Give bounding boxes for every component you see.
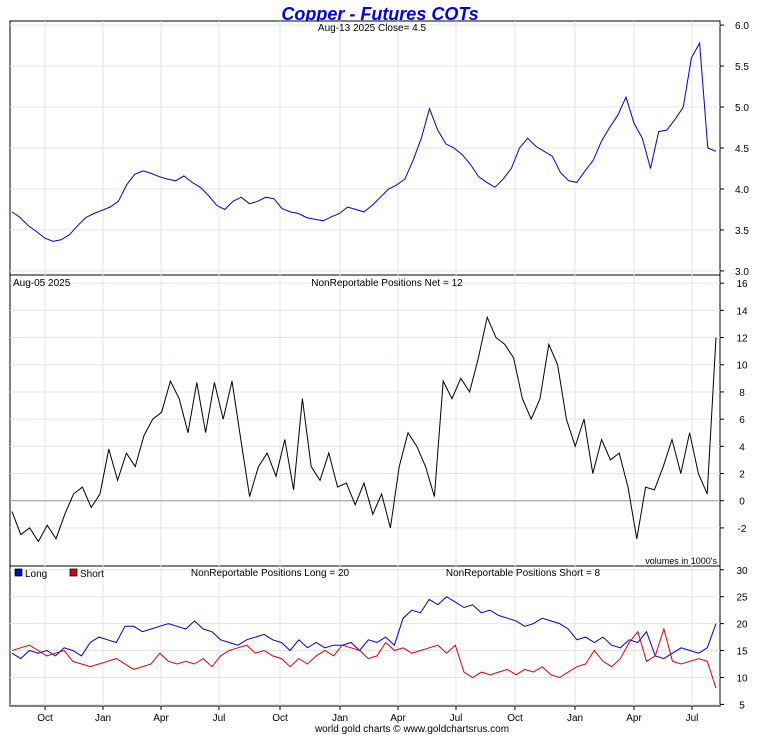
y-tick-label: 5 [739,700,745,711]
y-tick-label: 0 [739,497,745,508]
legend-label-long: Long [25,569,47,580]
plot-layer [11,41,717,689]
chart-title: Copper - Futures COTs [281,4,478,24]
grid-layer [10,21,720,706]
x-tick-label: Jul [686,713,699,724]
long-short-panel-frame [9,565,721,707]
price-subtitle: Aug-13 2025 Close= 4.5 [318,23,427,34]
y-tick-label: 10 [736,361,748,372]
x-tick-label: Jan [95,713,111,724]
y-tick-label: 12 [736,334,748,345]
long-subtitle: NonReportable Positions Long = 20 [191,568,350,579]
y-tick-label: -2 [738,524,747,535]
series-line-net-0 [11,315,717,543]
series-line-price-0 [11,41,717,242]
y-tick-label: 16 [736,279,748,290]
x-tick-label: Apr [390,713,406,724]
legend: Long Short [14,568,104,580]
y-tick-label: 4 [739,442,745,453]
y-tick-label: 25 [736,593,748,604]
y-tick-label: 4.5 [735,144,749,155]
y-tick-label: 6.0 [735,21,749,32]
x-tick-label: Oct [37,713,53,724]
volumes-note: volumes in 1000's [645,556,717,566]
y-tick-label: 6 [739,415,745,426]
y-tick-label: 5.5 [735,62,749,73]
y-tick-label: 8 [739,388,745,399]
net-panel-frame [9,274,721,567]
y-tick-label: 5.0 [735,103,749,114]
x-tick-label: Oct [272,713,288,724]
net-subtitle: NonReportable Positions Net = 12 [311,278,463,289]
legend-label-short: Short [80,569,104,580]
footer-credit: world gold charts © www.goldchartsrus.co… [314,724,509,735]
y-tick-label: 14 [736,306,748,317]
x-tick-label: Jan [332,713,348,724]
y-tick-label: 20 [736,620,748,631]
x-tick-label: Apr [153,713,169,724]
y-tick-label: 3.5 [735,226,749,237]
y-tick-label: 4.0 [735,185,749,196]
x-tick-label: Jul [450,713,463,724]
series-line-long_short-long [11,596,717,660]
legend-swatch-short [69,568,78,577]
x-tick-label: Jul [213,713,226,724]
series-line-long_short-short [11,627,717,689]
legend-swatch-long [14,568,23,577]
short-subtitle: NonReportable Positions Short = 8 [446,568,601,579]
y-tick-label: 10 [736,673,748,684]
y-tick-label: 2 [739,470,745,481]
x-tick-label: Jan [567,713,583,724]
y-tick-label: 15 [736,647,748,658]
net-date-label: Aug-05 2025 [13,278,71,289]
x-tick-label: Apr [626,713,642,724]
y-tick-label: 3.0 [735,267,749,278]
y-tick-label: 30 [736,566,748,577]
tick-layer: 3.0 3.5 4.0 4.5 5.0 5.5 6.0 -2 0 2 4 6 8 10 12 14 16 5 10 1… [37,21,749,724]
x-tick-label: Oct [507,713,523,724]
